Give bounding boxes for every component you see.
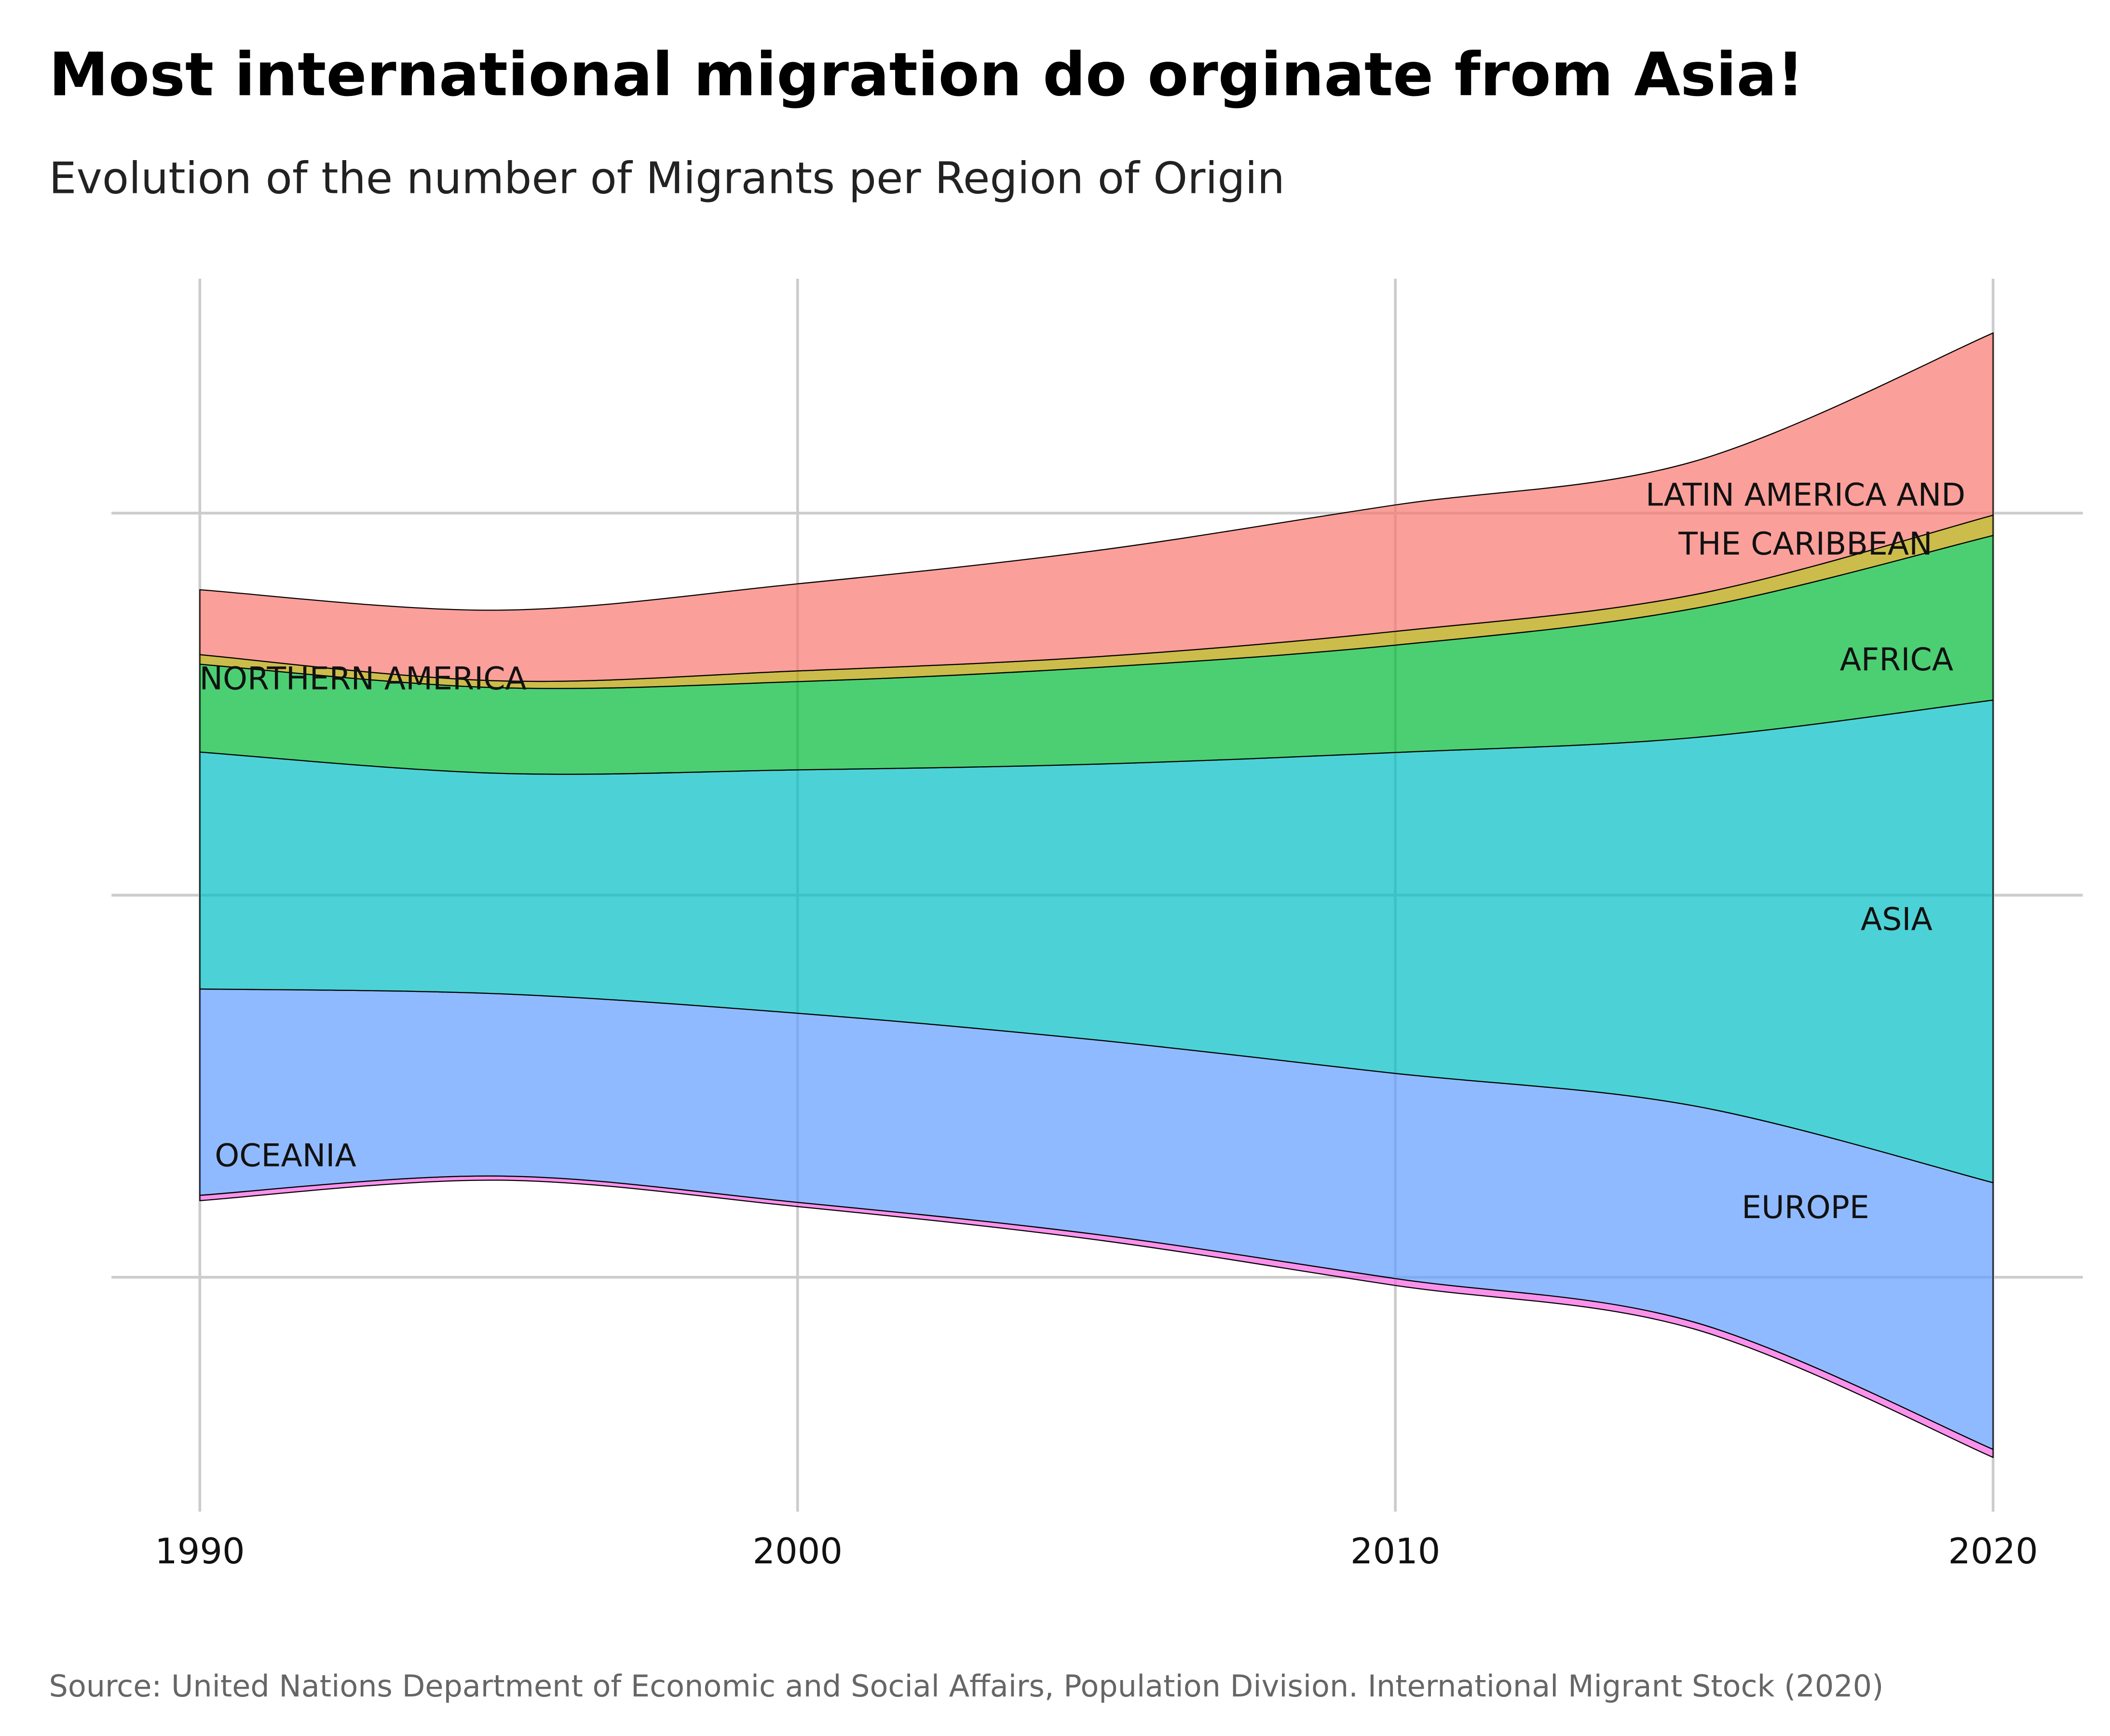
series-label: AFRICA	[1840, 642, 1953, 678]
series-label: EUROPE	[1742, 1190, 1869, 1226]
source-note: Source: United Nations Department of Eco…	[49, 1668, 1883, 1704]
chart-title: Most international migration do orginate…	[49, 40, 1804, 109]
stream-area	[199, 332, 1994, 682]
series-label: NORTHERN AMERICA	[199, 661, 526, 697]
x-tick-label: 2000	[753, 1531, 843, 1572]
x-tick-label: 1990	[155, 1531, 245, 1572]
series-label: ASIA	[1861, 901, 1933, 937]
areas	[199, 332, 1994, 1458]
x-tick-label: 2020	[1948, 1531, 2038, 1572]
series-label: LATIN AMERICA AND THE CARIBBEAN	[1646, 477, 1965, 562]
chart-subtitle: Evolution of the number of Migrants per …	[49, 153, 1284, 203]
series-label-line: LATIN AMERICA AND	[1646, 477, 1965, 514]
series-label-line: THE CARIBBEAN	[1678, 526, 1932, 562]
x-tick-label: 2010	[1350, 1531, 1441, 1572]
series-label: OCEANIA	[215, 1138, 356, 1174]
labels: OCEANIA EUROPE ASIA AFRICA NORTHERN AMERICA L…	[199, 477, 1965, 1226]
